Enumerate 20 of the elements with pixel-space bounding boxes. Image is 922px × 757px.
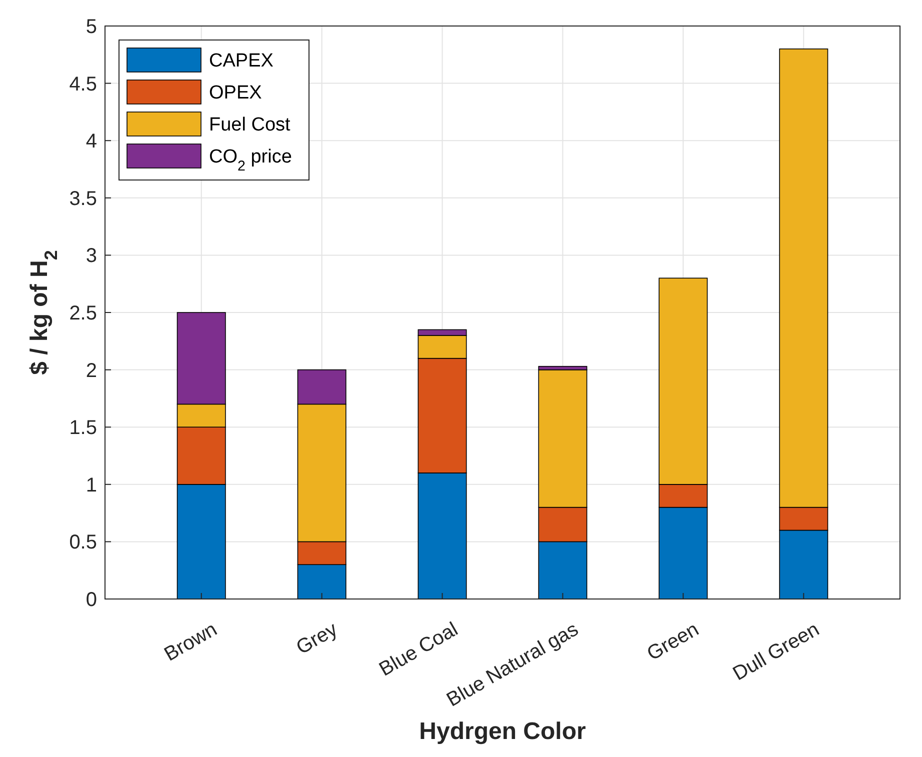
x-tick-label: Green: [644, 618, 703, 666]
y-tick-label: 5: [86, 16, 97, 38]
y-tick-label: 0: [86, 589, 97, 611]
legend-label: CAPEX: [209, 50, 274, 72]
legend-label: CO$_{2}$ price: [209, 146, 292, 175]
y-tick-label: 2.5: [69, 302, 97, 324]
y-tick-label: 0.5: [69, 532, 97, 554]
y-tick-label: 3.5: [69, 188, 97, 210]
x-axis-title: Hydrgen Color: [419, 718, 586, 745]
y-tick-label: 2: [86, 360, 97, 382]
y-tick-label: 1: [86, 474, 97, 496]
legend-label: OPEX: [209, 82, 262, 104]
y-tick-label: 4: [86, 130, 97, 153]
y-tick-label: 1.5: [69, 417, 97, 440]
x-tick-label: Dull Green: [729, 618, 824, 686]
x-tick-label: Blue Coal: [376, 618, 462, 681]
x-tick-label: Grey: [292, 618, 342, 660]
y-tick-label: 3: [86, 245, 97, 268]
y-tick-label: 4.5: [69, 73, 97, 96]
legend-label: Fuel Cost: [209, 114, 292, 136]
